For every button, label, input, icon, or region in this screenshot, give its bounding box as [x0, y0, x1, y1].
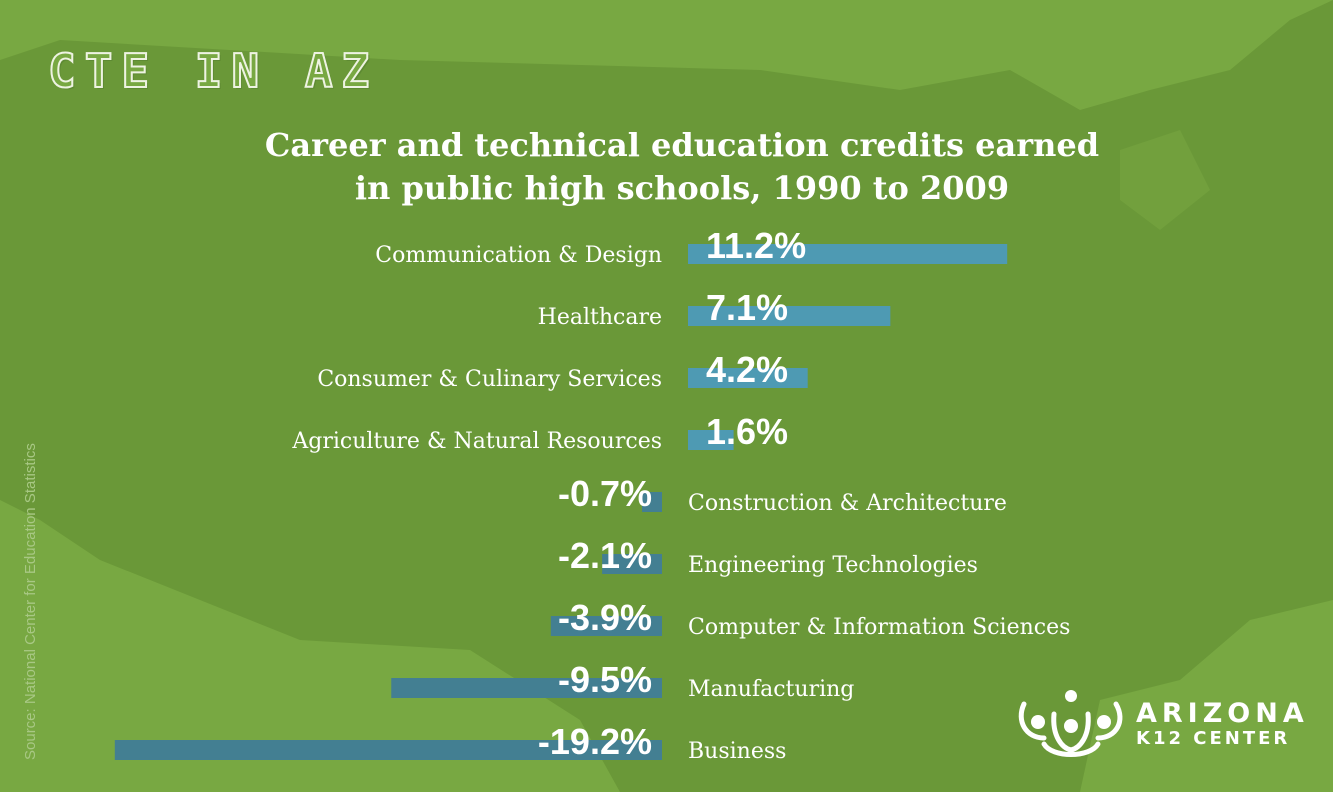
header-title: CTE IN AZ — [47, 43, 379, 99]
category-label: Agriculture & Natural Resources — [291, 429, 662, 454]
category-label: Engineering Technologies — [688, 553, 978, 578]
category-label: Construction & Architecture — [688, 491, 1007, 516]
bar — [688, 306, 891, 326]
value-label: -9.5% — [558, 659, 652, 700]
bar — [688, 368, 808, 388]
logo-text-k12-center: K12 CENTER — [1136, 728, 1291, 749]
value-label: -3.9% — [558, 597, 652, 638]
bar — [391, 678, 662, 698]
category-label: Healthcare — [538, 305, 662, 330]
bar — [642, 492, 662, 512]
category-label: Computer & Information Sciences — [688, 615, 1070, 640]
logo-text-arizona: ARIZONA — [1136, 698, 1309, 729]
category-label: Communication & Design — [375, 243, 662, 268]
bar — [114, 740, 663, 760]
chart-title-line-1: Career and technical education credits e… — [264, 126, 1100, 164]
source-note: Source: National Center for Education St… — [22, 443, 39, 760]
bar — [602, 554, 662, 574]
value-label: -2.1% — [558, 535, 652, 576]
category-label: Consumer & Culinary Services — [317, 367, 662, 392]
logo-people-icon — [1018, 690, 1123, 757]
bar — [550, 616, 662, 636]
value-label: 11.2% — [706, 225, 806, 266]
bar — [688, 244, 1008, 264]
category-label: Business — [688, 739, 786, 764]
value-label: 4.2% — [706, 349, 788, 390]
value-label: -19.2% — [538, 721, 652, 762]
chart-title: Career and technical education credits e… — [250, 124, 1114, 210]
category-label: Manufacturing — [688, 677, 854, 702]
bar — [688, 430, 734, 450]
chart-title-line-2: in public high schools, 1990 to 2009 — [354, 169, 1010, 207]
arizona-k12-center-logo: ARIZONA K12 CENTER — [1016, 686, 1304, 766]
value-label: 1.6% — [706, 411, 788, 452]
value-label: -0.7% — [558, 473, 652, 514]
value-label: 7.1% — [706, 287, 788, 328]
